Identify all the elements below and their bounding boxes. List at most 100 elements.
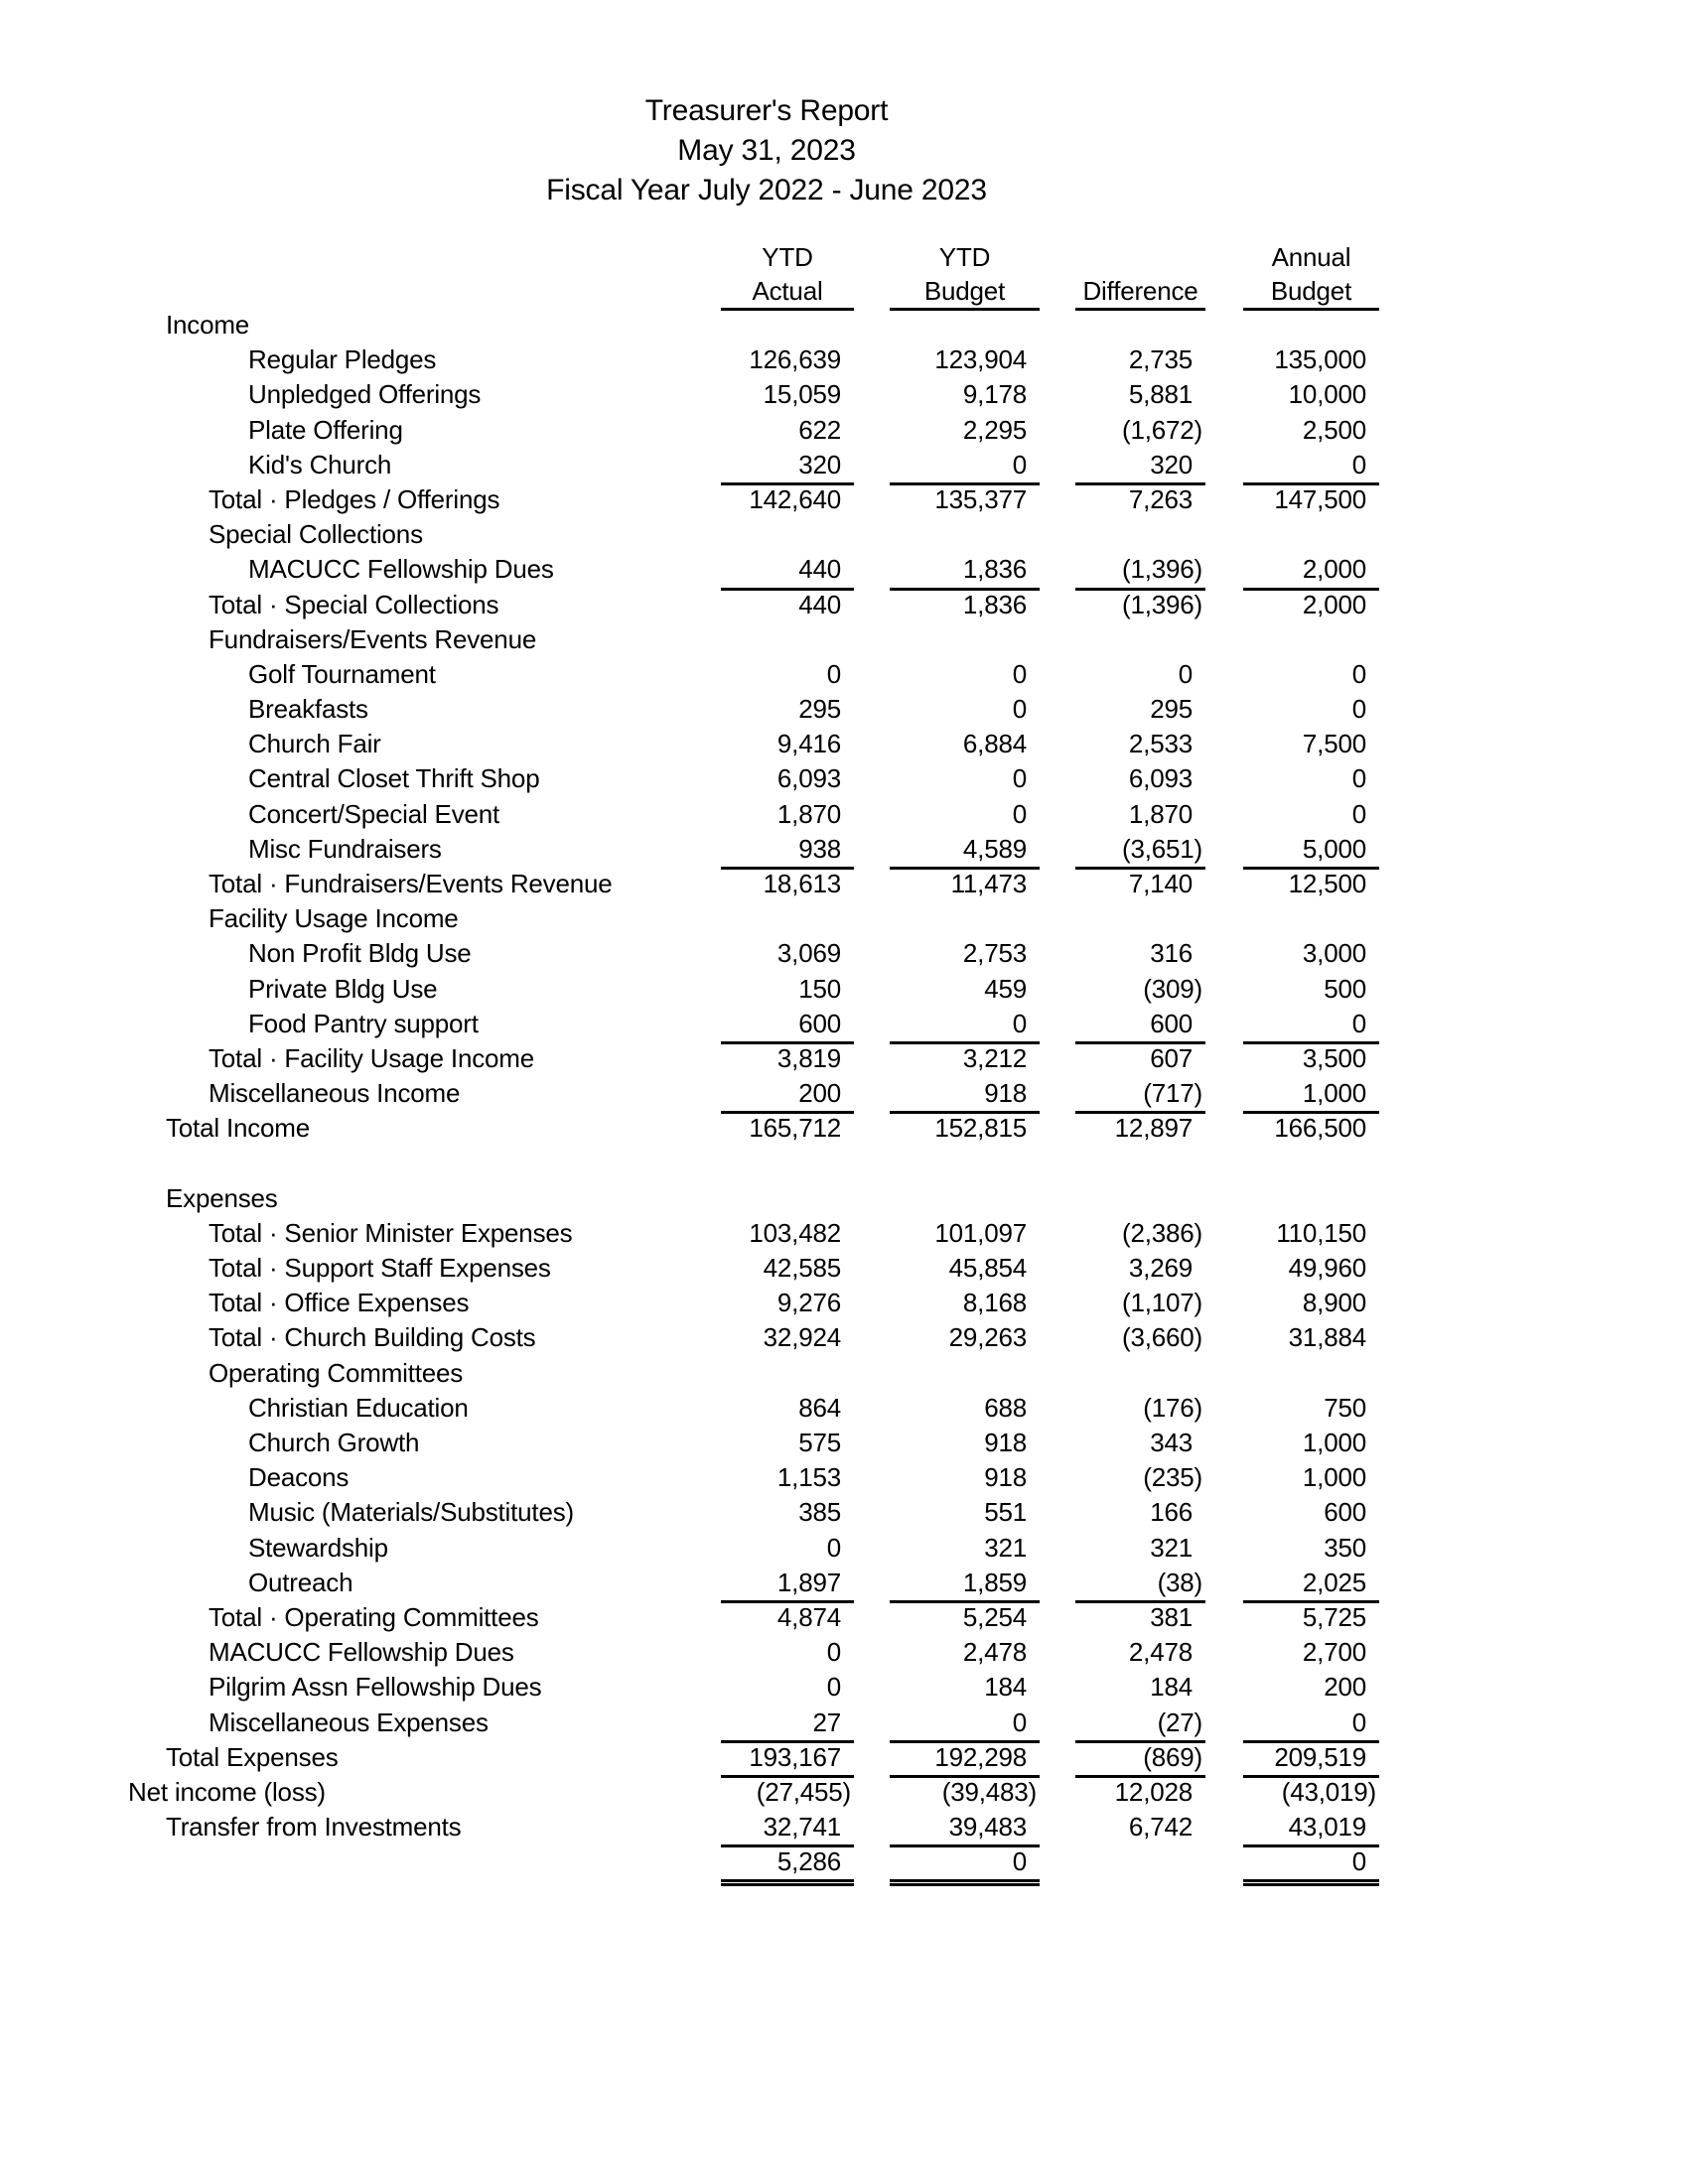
cell-annual-budget bbox=[1243, 517, 1379, 552]
cell-ytd-budget: 0 bbox=[890, 1007, 1040, 1044]
col-header-annual-budget-top: Annual bbox=[1271, 242, 1351, 272]
cell-ytd-budget: 918 bbox=[984, 1428, 1027, 1457]
cell-ytd-actual: (27,455) bbox=[756, 1776, 851, 1807]
table-row: Total · Pledges / Offerings 142,640 135,37… bbox=[119, 482, 1379, 517]
cell-difference: 12,897 bbox=[1114, 1113, 1194, 1144]
cell-difference: (717) bbox=[1075, 1076, 1205, 1115]
cell-difference: 5,881 bbox=[1128, 379, 1193, 410]
cell-ytd-budget: 192,298 bbox=[890, 1740, 1040, 1778]
cell-annual-budget: 2,700 bbox=[1302, 1637, 1366, 1668]
row-label: Total · Office Expenses bbox=[209, 1288, 470, 1318]
table-row: Total · Office Expenses 9,276 8,168 (1,107)… bbox=[119, 1286, 1379, 1320]
cell-difference: (1,672) bbox=[1122, 414, 1202, 445]
table-row: Operating Committees bbox=[119, 1356, 1379, 1391]
table-row: Kid's Church 320 0 320 0 bbox=[119, 448, 1379, 485]
cell-annual-budget: 2,025 bbox=[1243, 1566, 1379, 1603]
row-label: Total · Support Staff Expenses bbox=[209, 1253, 551, 1284]
cell-ytd-budget: 0 bbox=[1012, 658, 1027, 689]
cell-ytd-budget: 29,263 bbox=[948, 1322, 1028, 1353]
cell-ytd-budget: 11,473 bbox=[950, 869, 1028, 898]
cell-annual-budget: (43,019) bbox=[1281, 1776, 1376, 1807]
cell-ytd-actual: 126,639 bbox=[749, 344, 841, 375]
row-label: Total · Special Collections bbox=[209, 589, 499, 619]
cell-ytd-budget: 2,295 bbox=[962, 414, 1027, 445]
cell-annual-budget bbox=[1243, 1356, 1379, 1391]
cell-annual-budget: 3,000 bbox=[1302, 938, 1366, 969]
cell-ytd-actual: 9,416 bbox=[776, 729, 841, 759]
cell-difference: (309) bbox=[1143, 973, 1202, 1004]
row-label: Total · Facility Usage Income bbox=[209, 1042, 534, 1073]
cell-ytd-budget: 1,836 bbox=[890, 552, 1040, 591]
cell-annual-budget: 209,519 bbox=[1243, 1740, 1379, 1778]
cell-difference bbox=[1075, 622, 1205, 657]
cell-difference bbox=[1075, 308, 1205, 342]
cell-annual-budget: 12,500 bbox=[1288, 869, 1367, 898]
report-date: May 31, 2023 bbox=[677, 134, 856, 167]
cell-difference: 381 bbox=[1150, 1601, 1193, 1632]
cell-annual-budget: 1,000 bbox=[1243, 1076, 1379, 1115]
cell-annual-budget: 0 bbox=[1351, 694, 1366, 725]
table-row: Stewardship 0 321 321 350 bbox=[119, 1531, 1379, 1566]
row-label: Deacons bbox=[248, 1462, 350, 1493]
table-row: Non Profit Bldg Use 3,069 2,753 316 3,000 bbox=[119, 936, 1379, 971]
cell-ytd-actual: 3,069 bbox=[776, 938, 841, 969]
cell-ytd-actual: 0 bbox=[826, 1672, 841, 1703]
table-row: Total · Senior Minister Expenses 103,482 1… bbox=[119, 1216, 1379, 1251]
cell-annual-budget: 2,000 bbox=[1302, 589, 1366, 619]
table-row: Total · Fundraisers/Events Revenue 18,613… bbox=[119, 867, 1379, 901]
row-label: Total Income bbox=[166, 1113, 311, 1144]
cell-annual-budget: 3,500 bbox=[1302, 1042, 1366, 1073]
cell-annual-budget: 0 bbox=[1351, 658, 1366, 689]
cell-difference: 0 bbox=[1178, 658, 1193, 689]
row-label: Church Fair bbox=[248, 729, 381, 759]
row-label: Total · Operating Committees bbox=[209, 1601, 539, 1632]
cell-ytd-budget: 0 bbox=[1012, 694, 1027, 725]
row-label: Plate Offering bbox=[248, 414, 403, 445]
cell-ytd-budget: 101,097 bbox=[934, 1217, 1027, 1248]
cell-ytd-actual: 1,870 bbox=[776, 798, 841, 829]
cell-difference: 2,478 bbox=[1128, 1637, 1193, 1668]
cell-ytd-actual: 1,153 bbox=[776, 1462, 841, 1493]
cell-annual-budget bbox=[1243, 308, 1379, 342]
table-row: Food Pantry support 600 0 600 0 bbox=[119, 1007, 1379, 1044]
cell-difference bbox=[1075, 1844, 1205, 1882]
cell-annual-budget: 0 bbox=[1243, 1706, 1379, 1743]
cell-annual-budget: 8,900 bbox=[1302, 1288, 1366, 1318]
cell-difference: 316 bbox=[1150, 938, 1193, 969]
cell-annual-budget: 600 bbox=[1324, 1497, 1366, 1528]
cell-ytd-budget: 2,753 bbox=[962, 938, 1027, 969]
cell-ytd-actual: 165,712 bbox=[749, 1113, 841, 1144]
cell-ytd-actual bbox=[721, 308, 854, 342]
cell-difference: (38) bbox=[1075, 1566, 1205, 1603]
cell-ytd-budget: 39,483 bbox=[890, 1810, 1040, 1848]
cell-annual-budget: 7,500 bbox=[1302, 729, 1366, 759]
col-header-difference: Difference bbox=[1075, 274, 1205, 311]
cell-ytd-actual: 0 bbox=[826, 658, 841, 689]
col-header-ytd-actual: Actual bbox=[721, 274, 854, 311]
cell-ytd-actual: 295 bbox=[798, 694, 841, 725]
cell-difference: (1,396) bbox=[1075, 552, 1205, 591]
cell-ytd-actual: 9,276 bbox=[776, 1288, 841, 1318]
row-label: Christian Education bbox=[248, 1392, 469, 1423]
table-row: Misc Fundraisers 938 4,589 (3,651) 5,000 bbox=[119, 832, 1379, 871]
row-label: Transfer from Investments bbox=[166, 1812, 462, 1843]
table-row: Facility Usage Income bbox=[119, 901, 1379, 936]
cell-annual-budget: 2,500 bbox=[1302, 414, 1366, 445]
col-header-ytd-budget-top: YTD bbox=[938, 242, 991, 272]
cell-ytd-budget: 8,168 bbox=[962, 1288, 1027, 1318]
cell-annual-budget: 350 bbox=[1324, 1532, 1366, 1563]
cell-ytd-actual: 864 bbox=[798, 1392, 841, 1423]
cell-ytd-budget: 918 bbox=[984, 1462, 1027, 1493]
cell-ytd-budget: 152,815 bbox=[934, 1113, 1027, 1144]
row-label: Pilgrim Assn Fellowship Dues bbox=[209, 1672, 542, 1703]
table-row: Expenses bbox=[119, 1181, 1379, 1216]
cell-difference bbox=[1075, 1181, 1205, 1216]
cell-ytd-budget: 1,836 bbox=[962, 589, 1027, 619]
cell-ytd-budget bbox=[890, 308, 1040, 342]
cell-annual-budget: 0 bbox=[1243, 1007, 1379, 1044]
cell-difference: 7,140 bbox=[1128, 869, 1193, 898]
cell-ytd-actual bbox=[721, 622, 854, 657]
table-row: Unpledged Offerings 15,059 9,178 5,881 10,00… bbox=[119, 377, 1379, 412]
cell-annual-budget: 31,884 bbox=[1288, 1322, 1367, 1353]
